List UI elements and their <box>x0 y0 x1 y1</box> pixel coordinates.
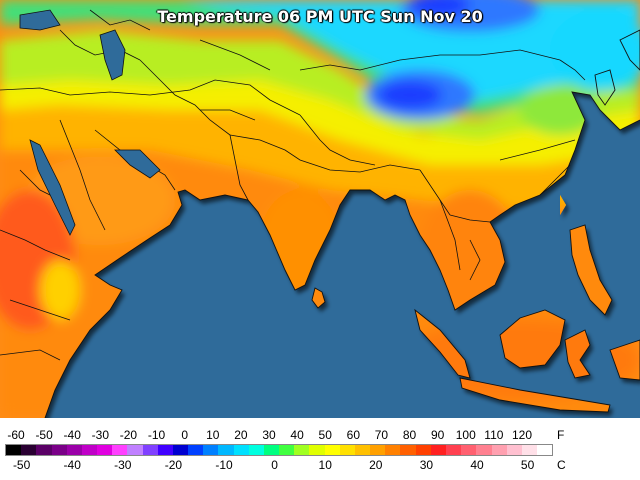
color-swatch <box>263 445 280 455</box>
color-swatch <box>233 445 249 455</box>
color-scale-bar <box>5 444 553 456</box>
celsius-tick: 20 <box>369 458 383 472</box>
celsius-tick: 50 <box>520 458 535 472</box>
color-swatch <box>461 445 477 455</box>
color-swatch <box>430 445 446 455</box>
color-swatch <box>476 445 492 455</box>
celsius-unit-label: C <box>557 458 566 472</box>
map-title: Temperature 06 PM UTC Sun Nov 20 <box>157 7 483 26</box>
color-swatch <box>21 445 37 455</box>
fahrenheit-tick: 100 <box>455 428 476 442</box>
coastlines <box>44 29 640 418</box>
color-swatch <box>370 445 386 455</box>
color-swatch <box>51 445 67 455</box>
color-swatch <box>172 445 189 455</box>
celsius-tick: 30 <box>419 458 434 472</box>
color-swatch <box>324 445 340 455</box>
fahrenheit-tick: 80 <box>402 428 417 442</box>
temperature-legend: -60 -50 -40 -30 -20 -10 0 10 20 30 40 50 60 70 80 90 100… <box>0 418 640 480</box>
color-swatch <box>521 445 538 455</box>
fahrenheit-tick: 10 <box>206 428 220 442</box>
fahrenheit-tick: -60 <box>7 428 25 442</box>
color-swatch <box>203 445 219 455</box>
color-swatch <box>445 445 462 455</box>
celsius-tick: 10 <box>318 458 332 472</box>
fahrenheit-tick: 60 <box>346 428 361 442</box>
celsius-tick: 40 <box>470 458 484 472</box>
color-swatch <box>66 445 82 455</box>
fahrenheit-tick: 0 <box>181 428 188 442</box>
color-swatch <box>339 445 355 455</box>
color-swatch <box>537 445 553 455</box>
celsius-tick: -40 <box>63 458 81 472</box>
celsius-tick: -50 <box>12 458 31 472</box>
fahrenheit-tick: -10 <box>147 428 166 442</box>
color-swatch <box>415 445 431 455</box>
color-swatch <box>81 445 98 455</box>
celsius-tick: -20 <box>164 458 183 472</box>
color-swatch <box>127 445 143 455</box>
fahrenheit-tick: 20 <box>234 428 248 442</box>
color-swatch <box>112 445 128 455</box>
color-swatch <box>385 445 401 455</box>
color-swatch <box>6 445 22 455</box>
color-swatch <box>506 445 522 455</box>
fahrenheit-tick: 40 <box>290 428 304 442</box>
color-swatch <box>36 445 52 455</box>
color-swatch <box>279 445 295 455</box>
celsius-tick: -30 <box>114 458 132 472</box>
map-canvas <box>0 0 640 418</box>
color-swatch <box>309 445 325 455</box>
color-swatch <box>248 445 264 455</box>
color-swatch <box>188 445 204 455</box>
color-swatch <box>97 445 113 455</box>
temperature-map: Temperature 06 PM UTC Sun Nov 20 <box>0 0 640 418</box>
celsius-tick: -10 <box>215 458 233 472</box>
color-swatch <box>142 445 158 455</box>
color-swatch <box>400 445 416 455</box>
fahrenheit-tick: -30 <box>91 428 109 442</box>
celsius-tick: 0 <box>271 458 278 472</box>
fahrenheit-tick: 50 <box>318 428 332 442</box>
fahrenheit-tick: 30 <box>262 428 276 442</box>
country-borders <box>0 9 586 361</box>
fahrenheit-tick: 110 <box>484 428 504 442</box>
fahrenheit-tick: -40 <box>63 428 81 442</box>
fahrenheit-tick: -50 <box>35 428 53 442</box>
color-swatch <box>294 445 310 455</box>
fahrenheit-tick: -20 <box>119 428 138 442</box>
color-swatch <box>491 445 507 455</box>
fahrenheit-tick: 120 <box>511 428 533 442</box>
fahrenheit-tick: 70 <box>374 428 389 442</box>
fahrenheit-unit-label: F <box>557 428 565 442</box>
fahrenheit-tick: 90 <box>430 428 445 442</box>
color-swatch <box>218 445 234 455</box>
color-swatch <box>354 445 371 455</box>
inland-waters <box>19 9 161 236</box>
color-swatch <box>157 445 173 455</box>
